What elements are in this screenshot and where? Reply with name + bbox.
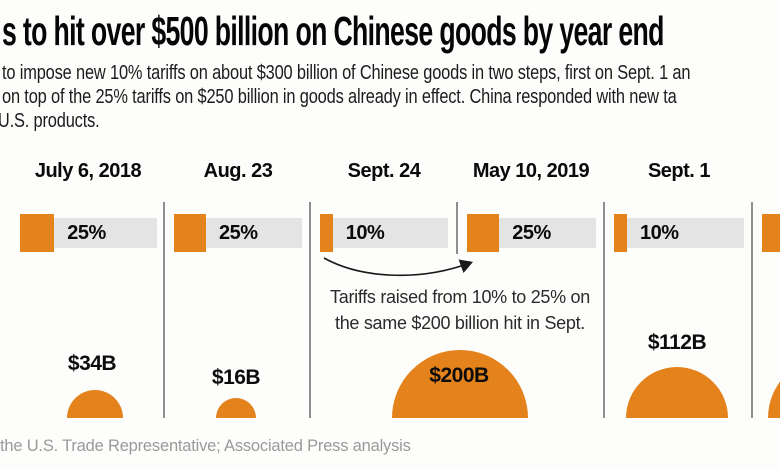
intro-line-3: U.S. products. — [0, 110, 100, 132]
curved-arrow-icon — [323, 257, 474, 277]
column-divider — [751, 202, 753, 418]
tariff-rate-bar-sept-24: 10% — [320, 214, 448, 252]
column-divider — [163, 202, 165, 418]
goods-value-label-34b: $34B — [67, 352, 117, 375]
goods-value-label-112b: $112B — [647, 331, 707, 354]
goods-value-semicircle-cropped — [768, 357, 780, 418]
cropped-rate-fill — [762, 214, 780, 252]
goods-value-semicircle-16b — [216, 398, 256, 418]
column-divider — [603, 202, 605, 418]
rate-track — [614, 218, 744, 248]
rate-label: 10% — [640, 222, 679, 244]
page-title: s to hit over $500 billion on Chinese go… — [2, 8, 664, 54]
column-date-sept-24: Sept. 24 — [347, 160, 421, 182]
goods-value-semicircle-34b — [67, 390, 123, 418]
intro-line-2: on top of the 25% tariffs on $250 billio… — [2, 86, 677, 108]
rate-fill — [174, 214, 206, 252]
column-divider-short — [456, 202, 458, 254]
column-date-aug-23: Aug. 23 — [203, 160, 273, 182]
tariff-rate-bar-july-6-2018: 25% — [20, 214, 157, 252]
column-date-sept-1: Sept. 1 — [647, 160, 711, 182]
rate-fill — [20, 214, 55, 252]
goods-value-label-200b: $200B — [429, 364, 489, 387]
tariff-rate-bar-aug-23: 25% — [174, 214, 302, 252]
rate-fill — [614, 214, 627, 252]
tariff-rate-bar-sept-1: 10% — [614, 214, 744, 252]
tariff-rate-bar-may-10-2019: 25% — [467, 214, 596, 252]
annotation-text: Tariffs raised from 10% to 25% on the sa… — [317, 284, 603, 336]
rate-fill — [320, 214, 333, 252]
goods-value-label-16b: $16B — [211, 366, 261, 389]
rate-track — [320, 218, 448, 248]
annotation-line-1: Tariffs raised from 10% to 25% on — [330, 287, 590, 307]
column-date-july-6-2018: July 6, 2018 — [34, 160, 142, 182]
column-divider — [309, 202, 311, 418]
rate-fill — [467, 214, 500, 252]
rate-label: 25% — [67, 222, 106, 244]
column-date-may-10-2019: May 10, 2019 — [472, 160, 590, 182]
annotation-line-2: the same $200 billion hit in Sept. — [335, 313, 585, 333]
intro-line-1: to impose new 10% tariffs on about $300 … — [2, 62, 691, 84]
rate-label: 10% — [345, 222, 385, 244]
intro-paragraph: to impose new 10% tariffs on about $300 … — [0, 61, 691, 133]
source-note: the U.S. Trade Representative; Associate… — [0, 437, 411, 455]
goods-value-semicircle-112b — [626, 367, 728, 418]
rate-label: 25% — [512, 222, 551, 244]
rate-label: 25% — [219, 222, 258, 244]
